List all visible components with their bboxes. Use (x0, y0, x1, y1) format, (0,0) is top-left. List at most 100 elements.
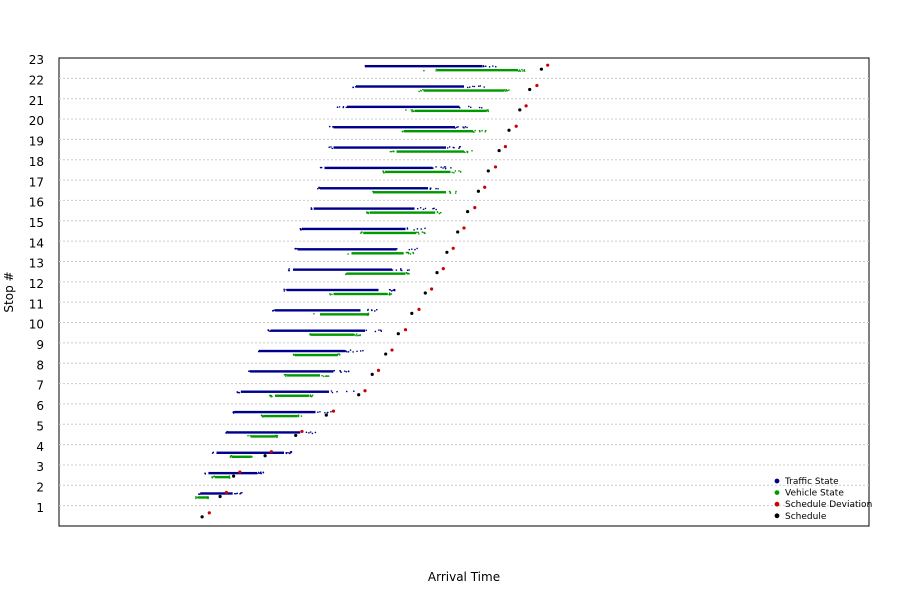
data-point (466, 210, 470, 214)
data-point (211, 476, 214, 479)
data-point (413, 229, 415, 231)
data-point (328, 125, 331, 128)
data-point (287, 269, 290, 272)
data-point (285, 288, 287, 291)
data-point (225, 432, 227, 434)
data-point (488, 66, 491, 68)
data-point (269, 450, 273, 454)
data-point (457, 125, 459, 128)
data-point (412, 110, 415, 113)
data-layer (195, 63, 550, 519)
data-point (390, 348, 394, 352)
data-point (487, 109, 489, 111)
y-tick-label: 7 (36, 379, 44, 393)
data-point (414, 248, 416, 251)
legend-label: Schedule Deviation (785, 500, 872, 510)
y-axis-title: Stop # (2, 271, 16, 312)
data-point (485, 110, 488, 112)
legend-label: Vehicle State (785, 489, 844, 499)
data-band (197, 496, 208, 499)
data-point (483, 185, 487, 189)
data-point (297, 414, 300, 417)
data-point (432, 167, 434, 169)
data-point (484, 130, 487, 133)
data-band (414, 109, 487, 113)
data-band (437, 68, 518, 72)
y-tick-label: 20 (29, 114, 44, 128)
data-point (314, 431, 317, 434)
data-point (382, 172, 385, 174)
data-point (399, 269, 402, 271)
data-point (338, 106, 341, 108)
data-point (332, 126, 334, 128)
y-tick-label: 5 (36, 419, 44, 433)
data-point (355, 334, 357, 337)
y-tick-label: 11 (29, 297, 44, 311)
data-point (410, 311, 414, 315)
data-point (519, 70, 522, 72)
data-point (207, 496, 210, 499)
data-point (483, 65, 485, 68)
data-point (345, 390, 348, 393)
data-band (403, 130, 473, 133)
data-point (325, 375, 327, 378)
data-point (333, 369, 336, 372)
data-point (260, 414, 263, 416)
data-band (423, 89, 505, 92)
data-point (241, 491, 243, 494)
data-point (459, 170, 462, 173)
data-point (448, 190, 451, 193)
data-point (386, 293, 389, 295)
data-point (507, 128, 511, 132)
data-point (522, 70, 524, 72)
data-point (474, 129, 476, 132)
data-point (337, 353, 339, 355)
data-point (204, 473, 207, 475)
data-point (523, 70, 526, 72)
y-tick-label: 1 (36, 501, 44, 515)
data-band (250, 435, 275, 438)
data-point (521, 68, 523, 71)
data-point (207, 511, 211, 515)
data-band (363, 231, 417, 235)
data-point (374, 330, 377, 333)
data-point (376, 308, 378, 311)
data-point (352, 86, 354, 89)
data-point (328, 146, 331, 148)
data-point (458, 146, 461, 148)
data-band (286, 288, 379, 292)
data-point (353, 333, 356, 336)
data-point (374, 310, 376, 312)
y-tick-label: 4 (36, 440, 44, 454)
data-point (421, 231, 424, 233)
data-point (467, 105, 470, 108)
data-point (423, 69, 425, 72)
data-point (453, 146, 455, 149)
data-point (238, 470, 242, 474)
data-point (361, 231, 363, 233)
data-point (233, 410, 235, 413)
data-point (466, 126, 468, 129)
data-point (422, 208, 425, 211)
data-point (367, 313, 370, 316)
legend-marker (774, 501, 780, 507)
data-point (338, 354, 341, 356)
data-point (366, 211, 368, 213)
data-point (406, 269, 409, 272)
data-point (232, 412, 235, 414)
y-tick-label: 3 (36, 460, 44, 474)
data-point (462, 126, 464, 128)
data-band (333, 126, 455, 129)
data-point (236, 391, 239, 394)
data-point (476, 189, 480, 193)
data-point (200, 515, 204, 519)
data-point (416, 231, 418, 234)
series-schedule-deviation (207, 63, 550, 515)
data-point (276, 436, 278, 439)
data-point (212, 475, 215, 478)
data-point (321, 374, 323, 377)
plot-area (58, 57, 870, 527)
data-point (408, 273, 411, 275)
data-point (390, 290, 393, 292)
data-point (347, 253, 349, 255)
